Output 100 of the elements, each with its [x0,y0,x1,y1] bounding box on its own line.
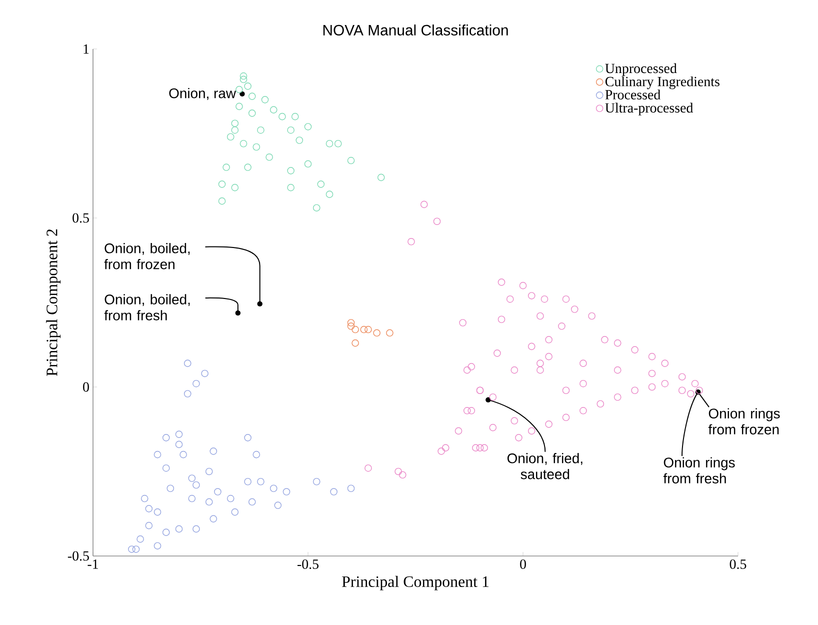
point [192,481,200,489]
point [334,140,342,148]
annotation: Onion, boiled, from frozen [104,243,190,270]
x-tick-label: 0 [520,560,526,569]
point [140,494,148,502]
point [184,390,192,398]
point [244,164,252,171]
y-tick-label: 0.5 [72,213,89,223]
point [347,319,355,326]
point [240,72,248,80]
point [261,96,269,104]
point [274,502,282,509]
point [226,133,234,141]
point [257,126,264,134]
point [154,508,162,516]
y-tick-label: 0 [83,382,89,392]
point [210,515,218,522]
point [231,120,239,127]
point [180,450,187,458]
point [326,190,334,198]
point [222,164,230,171]
point [373,329,380,337]
point [162,434,170,442]
point [347,156,355,164]
point [192,525,200,533]
point [266,153,273,161]
point [218,180,226,188]
point [210,448,218,455]
x-axis-title: Principal Component 1 [342,576,489,590]
point [166,484,174,492]
legend-label: Unprocessed [605,63,677,76]
legend-label: Processed [605,90,660,100]
point [304,160,312,168]
point [175,430,183,438]
point [154,542,162,550]
annotation: Onion rings from fresh [663,457,735,484]
point [278,112,286,120]
y-axis-title: Principal Component 2 [46,229,61,376]
point [205,498,213,506]
point [218,197,226,205]
point [145,505,153,512]
point [364,326,372,334]
point [132,546,140,553]
point [128,546,136,553]
point [175,525,183,533]
x-tick-label: 0.5 [730,560,746,569]
point [162,464,170,472]
point [184,360,192,367]
x-tick-label: -1 [88,559,98,569]
point [236,86,243,94]
annotation: Onion, boiled, from fresh [104,294,190,320]
point [304,123,312,130]
annotation: Onion rings from frozen [708,408,780,434]
point [244,434,252,442]
point [282,488,290,496]
point [352,339,359,347]
point [248,498,256,506]
point [248,110,256,117]
point [287,126,294,134]
point [252,143,260,151]
y-tick-label: 1 [84,44,89,54]
point [287,184,294,192]
point [270,106,278,114]
legend-label: Culinary Ingredients [605,76,720,90]
point [240,140,248,148]
point [175,440,183,448]
point [240,76,248,84]
point [296,136,304,144]
legend-label: Ultra-processed [605,102,694,116]
point [188,494,196,502]
point [214,488,222,496]
point [244,82,252,90]
point [145,522,153,530]
point [347,484,355,492]
point [248,92,256,100]
chart-title: NOVA Manual Classification [323,24,508,36]
point [205,468,213,476]
annotation: Onion, fried, sauteed [507,453,582,480]
point [188,474,196,482]
point [352,326,359,334]
point [231,184,239,192]
point [257,478,264,486]
point [154,450,162,458]
point [231,508,239,516]
point [136,535,144,543]
point [287,167,294,174]
point [192,380,200,388]
point [377,174,385,182]
point [226,494,234,502]
point [386,329,394,337]
point [252,450,260,458]
x-tick-label: -0.5 [297,560,319,569]
point [326,140,334,148]
point [270,484,278,492]
y-tick-label: -0.5 [68,551,89,561]
annotation: Onion, raw [169,88,236,100]
point [347,322,355,330]
point [360,326,368,334]
point [317,180,325,188]
point [244,478,252,486]
